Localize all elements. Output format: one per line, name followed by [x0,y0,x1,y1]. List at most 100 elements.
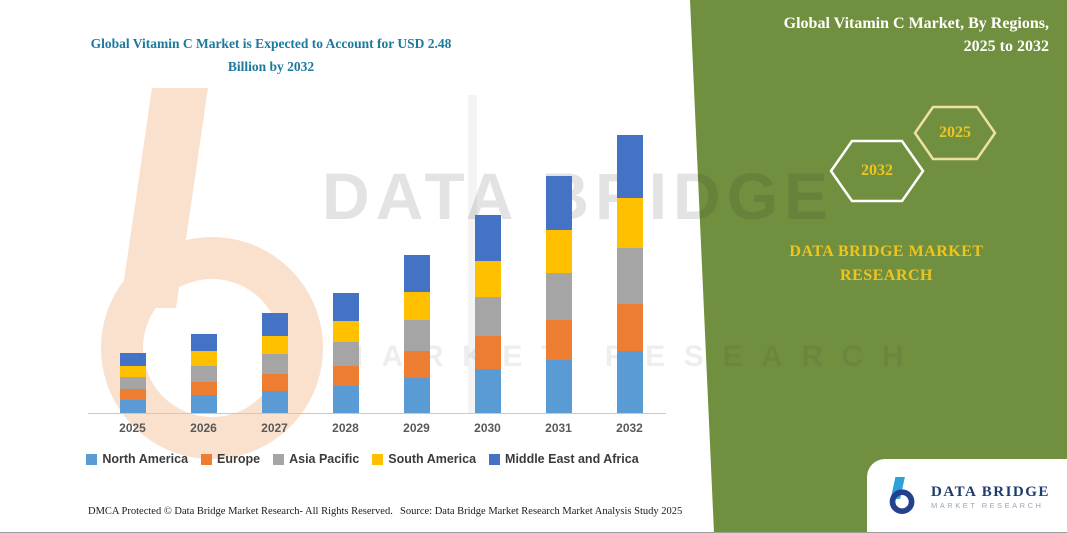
bar-segment [545,230,572,274]
bar-segment [616,304,643,352]
bar-column [594,113,665,413]
bar-segment [616,135,643,198]
bar-segment [261,335,288,354]
bar-segment [119,365,146,378]
right-panel-background [690,0,1067,533]
bar-segment [119,389,146,400]
panel-title: Global Vitamin C Market, By Regions, 202… [784,12,1049,58]
hexagon-2025: 2025 [912,104,998,162]
watermark-stem-shape [468,95,477,413]
legend-label: Europe [217,452,261,466]
x-tick-label: 2031 [545,421,572,435]
bar-column [239,113,310,413]
logo-card: DATA BRIDGE MARKET RESEARCH [867,459,1067,533]
legend-swatch [201,453,213,465]
x-tick-label: 2026 [190,421,217,435]
hexagon-2032-label: 2032 [861,162,893,179]
bar-segment [474,335,501,370]
hexagon-2025-outline [913,105,997,161]
bar-segment [332,342,359,366]
stacked-bar-2027 [261,313,288,413]
bar-segment [190,395,217,413]
legend-swatch [489,453,501,465]
bar-segment [474,296,501,336]
brand-wordmark: DATA BRIDGE MARKET RESEARCH [714,240,1059,288]
panel-title-line1: Global Vitamin C Market, By Regions, [783,15,1049,32]
legend: North America Europe Asia Pacific South Ame… [55,452,670,466]
bar-segment [474,214,501,261]
bar-segment [474,369,501,413]
chart-title: Global Vitamin C Market is Expected to A… [41,33,501,79]
bar-segment [616,248,643,305]
x-tick-label: 2030 [474,421,501,435]
x-ticks: 2025 2026 2027 2028 2029 2030 2031 2032 [97,421,665,435]
bar-segment [190,333,217,352]
bar-segment [190,381,217,396]
logo-card-subtitle: MARKET RESEARCH [931,500,1044,510]
legend-item: South America [372,452,476,466]
bar-segment [190,351,217,366]
x-tick-label: 2027 [261,421,288,435]
bar-segment [403,378,430,413]
databridge-b-logo-icon [889,477,915,515]
brand-line2: RESEARCH [840,267,933,284]
legend-swatch [86,453,98,465]
bar-segment [545,175,572,231]
bar-segment [261,353,288,374]
right-panel: Global Vitamin C Market, By Regions, 202… [680,0,1067,533]
bar-segment [332,365,359,387]
bar-segment [119,352,146,366]
x-tick-label: 2029 [403,421,430,435]
bar-column [523,113,594,413]
bar-column [452,113,523,413]
legend-label: North America [102,452,189,466]
bar-segment [119,399,146,413]
bar-segment [261,390,288,413]
hexagon-2032: 2032 [828,138,926,204]
legend-label: Asia Pacific [289,452,360,466]
stacked-bar-2025 [119,352,146,413]
x-axis-line [88,413,666,414]
bar-segment [261,373,288,391]
stacked-bar-2029 [403,255,430,413]
bar-column [97,113,168,413]
legend-item: Middle East and Africa [489,452,639,466]
dmca-footnote: DMCA Protected © Data Bridge Market Rese… [88,506,393,517]
x-tick-label: 2032 [616,421,643,435]
logo-card-title: DATA BRIDGE [931,483,1050,500]
brand-line1: DATA BRIDGE MARKET [789,243,984,260]
bar-column [168,113,239,413]
stacked-bar-2031 [545,175,572,413]
bar-segment [403,351,430,379]
bar-segment [332,386,359,413]
databridge-b-logo-watermark [101,88,323,459]
bar-segment [261,313,288,336]
legend-swatch [372,453,384,465]
legend-swatch [273,453,285,465]
bar-segment [545,360,572,413]
source-footnote: Source: Data Bridge Market Research Mark… [400,506,683,517]
chart-title-line1: Global Vitamin C Market is Expected to A… [90,36,452,51]
bar-segment [119,377,146,390]
bar-segment [616,197,643,249]
bar-segment [403,320,430,352]
x-tick-label: 2028 [332,421,359,435]
bars-area [97,113,665,413]
bar-segment [403,292,430,321]
bar-column [310,113,381,413]
bar-column [381,113,452,413]
hexagon-2032-outline [829,139,925,203]
bar-segment [332,293,359,322]
bar-segment [190,365,217,382]
legend-item: Asia Pacific [273,452,359,466]
bar-segment [474,260,501,297]
legend-label: South America [388,452,477,466]
x-tick-label: 2025 [119,421,146,435]
legend-label: Middle East and Africa [505,452,639,466]
stacked-bar-2026 [190,333,217,413]
hexagon-2025-label: 2025 [939,124,971,141]
bar-segment [332,321,359,343]
stacked-bar-2030 [474,214,501,413]
watermark-text-databridge: DATA BRIDGE [322,159,835,233]
